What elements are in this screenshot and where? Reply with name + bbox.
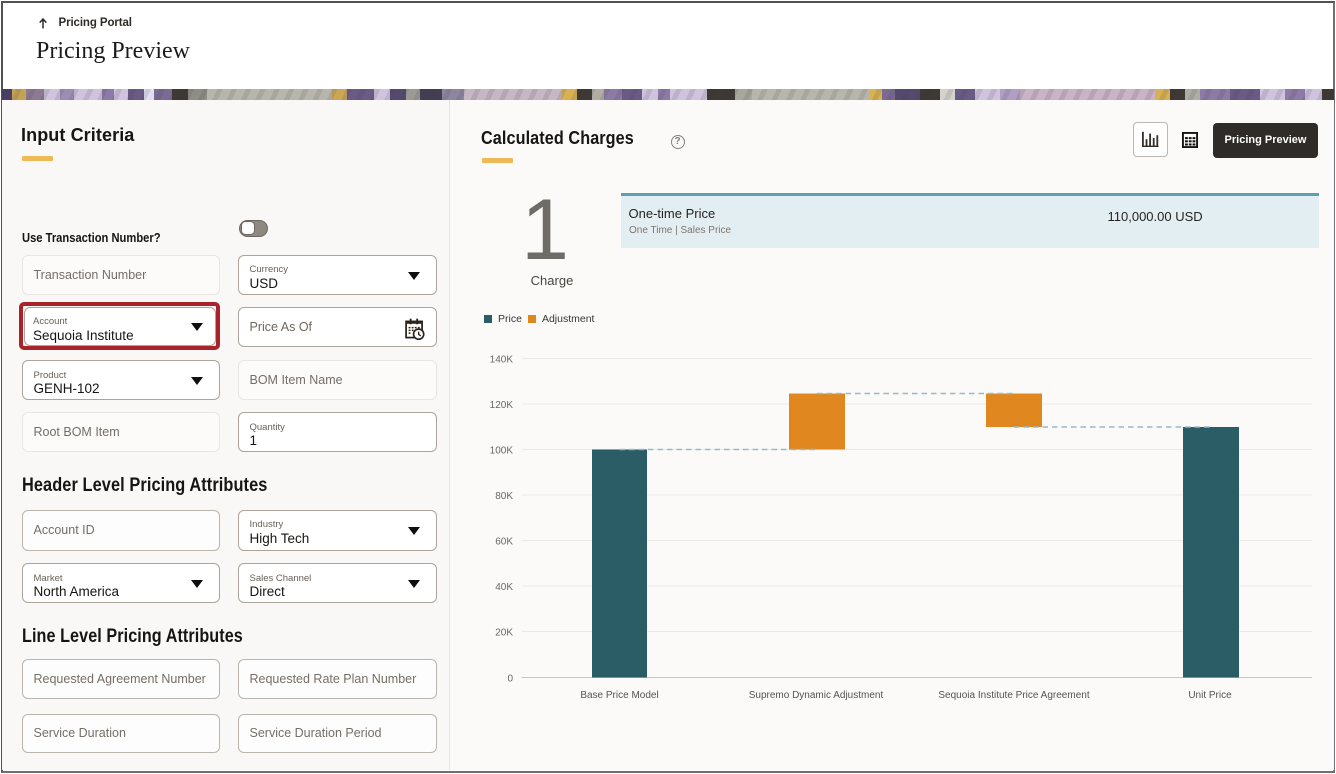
svg-text:140K: 140K	[490, 355, 514, 366]
svg-text:80K: 80K	[495, 491, 513, 502]
svg-text:Unit Price: Unit Price	[1188, 690, 1232, 701]
svg-text:Supremo Dynamic Adjustment: Supremo Dynamic Adjustment	[749, 690, 884, 701]
svg-text:Sequoia Institute Price Agreem: Sequoia Institute Price Agreement	[938, 690, 1089, 701]
svg-text:60K: 60K	[495, 537, 513, 548]
svg-text:20K: 20K	[495, 628, 513, 639]
svg-text:100K: 100K	[490, 446, 514, 457]
svg-text:0: 0	[507, 674, 513, 685]
svg-text:120K: 120K	[490, 400, 514, 411]
svg-text:Base Price Model: Base Price Model	[580, 690, 658, 701]
svg-text:40K: 40K	[495, 582, 513, 593]
